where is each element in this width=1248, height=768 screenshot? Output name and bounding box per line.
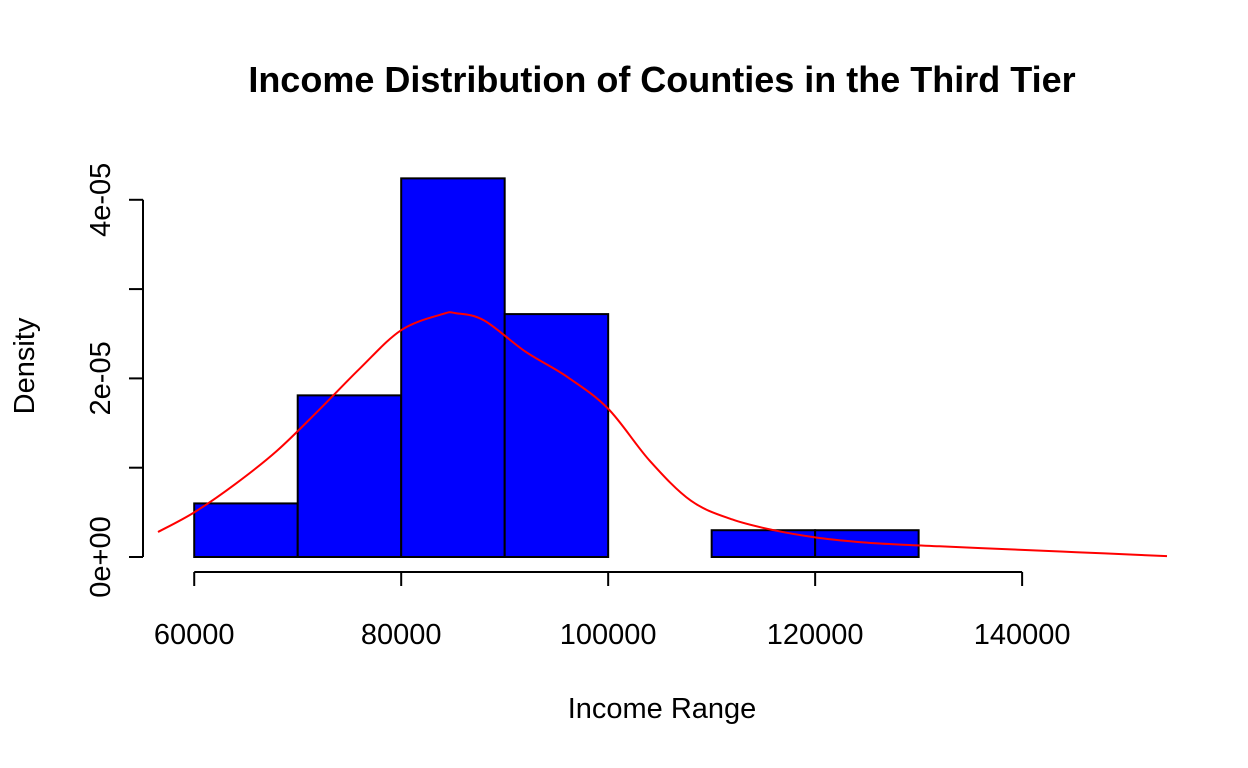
x-tick-label-4: 140000 [974, 619, 1071, 651]
y-tick-label-4: 4e-05 [85, 163, 117, 237]
y-tick-label-0: 0e+00 [85, 516, 117, 597]
y-tick-label-2: 2e-05 [85, 341, 117, 415]
x-axis-label: Income Range [568, 693, 757, 725]
y-axis: 0e+00 2e-05 4e-05 [85, 163, 144, 598]
x-tick-label-1: 80000 [361, 619, 442, 651]
density-curve-group [157, 311, 1168, 558]
histogram-bars [193, 177, 920, 559]
x-tick-label-2: 100000 [560, 619, 657, 651]
histogram-bar-2 [400, 177, 506, 558]
histogram-bar-1 [296, 394, 403, 558]
chart-title: Income Distribution of Counties in the T… [248, 59, 1075, 100]
histogram-bar-0 [193, 502, 299, 559]
histogram-bar-3 [503, 313, 610, 559]
y-axis-label: Density [9, 317, 41, 414]
x-axis: 60000 80000 100000 120000 140000 [154, 571, 1071, 651]
x-tick-label-0: 60000 [154, 619, 235, 651]
density-curve-line [157, 311, 1168, 558]
x-tick-label-3: 120000 [767, 619, 864, 651]
